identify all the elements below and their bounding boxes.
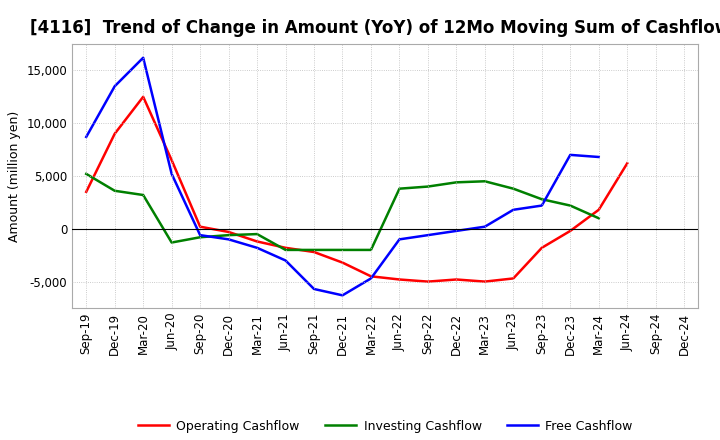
Operating Cashflow xyxy=(423,279,432,284)
Free Cashflow xyxy=(282,258,290,263)
Operating Cashflow xyxy=(167,158,176,163)
Free Cashflow xyxy=(395,237,404,242)
Line: Free Cashflow: Free Cashflow xyxy=(86,58,599,295)
Investing Cashflow xyxy=(110,188,119,194)
Free Cashflow xyxy=(139,55,148,60)
Operating Cashflow xyxy=(595,207,603,213)
Operating Cashflow xyxy=(82,189,91,194)
Line: Investing Cashflow: Investing Cashflow xyxy=(86,174,599,250)
Investing Cashflow xyxy=(338,247,347,253)
Investing Cashflow xyxy=(423,184,432,189)
Operating Cashflow xyxy=(110,131,119,136)
Free Cashflow xyxy=(338,293,347,298)
Investing Cashflow xyxy=(225,232,233,238)
Investing Cashflow xyxy=(480,179,489,184)
Operating Cashflow xyxy=(395,277,404,282)
Operating Cashflow xyxy=(366,274,375,279)
Operating Cashflow xyxy=(566,228,575,234)
Free Cashflow xyxy=(509,207,518,213)
Investing Cashflow xyxy=(509,186,518,191)
Free Cashflow xyxy=(82,134,91,139)
Free Cashflow xyxy=(423,232,432,238)
Free Cashflow xyxy=(537,203,546,208)
Free Cashflow xyxy=(110,84,119,89)
Investing Cashflow xyxy=(452,180,461,185)
Free Cashflow xyxy=(566,152,575,158)
Free Cashflow xyxy=(480,224,489,229)
Y-axis label: Amount (million yen): Amount (million yen) xyxy=(8,110,21,242)
Operating Cashflow xyxy=(310,249,318,255)
Investing Cashflow xyxy=(595,216,603,221)
Investing Cashflow xyxy=(196,235,204,240)
Operating Cashflow xyxy=(509,276,518,281)
Free Cashflow xyxy=(452,228,461,234)
Free Cashflow xyxy=(366,276,375,281)
Investing Cashflow xyxy=(139,192,148,198)
Investing Cashflow xyxy=(282,247,290,253)
Investing Cashflow xyxy=(537,197,546,202)
Investing Cashflow xyxy=(82,171,91,176)
Operating Cashflow xyxy=(139,94,148,99)
Free Cashflow xyxy=(225,237,233,242)
Free Cashflow xyxy=(253,245,261,250)
Title: [4116]  Trend of Change in Amount (YoY) of 12Mo Moving Sum of Cashflows: [4116] Trend of Change in Amount (YoY) o… xyxy=(30,19,720,37)
Operating Cashflow xyxy=(196,224,204,229)
Free Cashflow xyxy=(595,154,603,160)
Operating Cashflow xyxy=(452,277,461,282)
Investing Cashflow xyxy=(167,240,176,245)
Investing Cashflow xyxy=(253,231,261,237)
Legend: Operating Cashflow, Investing Cashflow, Free Cashflow: Operating Cashflow, Investing Cashflow, … xyxy=(132,414,638,437)
Operating Cashflow xyxy=(623,161,631,166)
Operating Cashflow xyxy=(537,245,546,250)
Operating Cashflow xyxy=(253,239,261,244)
Operating Cashflow xyxy=(338,260,347,265)
Operating Cashflow xyxy=(282,245,290,250)
Free Cashflow xyxy=(167,171,176,176)
Operating Cashflow xyxy=(225,229,233,235)
Line: Operating Cashflow: Operating Cashflow xyxy=(86,97,627,282)
Free Cashflow xyxy=(196,232,204,238)
Free Cashflow xyxy=(310,286,318,292)
Investing Cashflow xyxy=(395,186,404,191)
Investing Cashflow xyxy=(366,247,375,253)
Investing Cashflow xyxy=(310,247,318,253)
Investing Cashflow xyxy=(566,203,575,208)
Operating Cashflow xyxy=(480,279,489,284)
